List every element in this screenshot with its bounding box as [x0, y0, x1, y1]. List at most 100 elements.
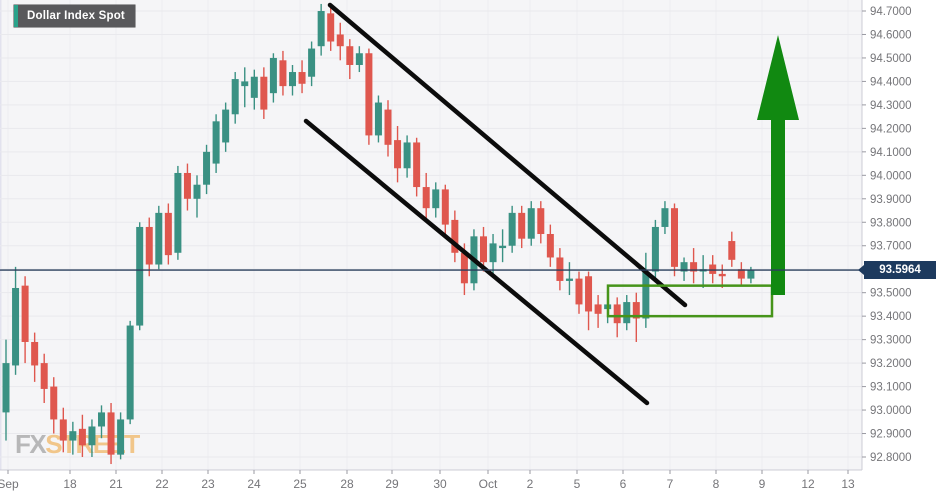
- candle-body: [164, 212, 172, 256]
- candle-body: [31, 341, 39, 366]
- candle-body: [737, 269, 745, 279]
- x-axis-label: 2: [527, 477, 534, 491]
- candle-body: [537, 208, 545, 234]
- candle-body: [78, 428, 86, 446]
- candle-body: [269, 57, 277, 94]
- candle-body: [250, 76, 258, 98]
- candle-body: [632, 302, 640, 319]
- candle-body: [308, 48, 316, 77]
- candle-body: [460, 252, 468, 284]
- candle-body: [298, 72, 306, 84]
- candle-body: [12, 287, 20, 366]
- x-axis-label: 28: [340, 477, 354, 491]
- upper-trendline[interactable]: [327, 2, 688, 308]
- grid-lines: [0, 10, 862, 458]
- last-price-value: 93.5964: [879, 264, 921, 276]
- candle-body: [432, 189, 440, 209]
- candle-body: [451, 219, 459, 253]
- candle-body: [575, 278, 583, 305]
- candle-body: [413, 142, 421, 188]
- x-axis-label: 23: [201, 477, 215, 491]
- candle-body: [2, 363, 10, 413]
- y-axis-label: 93.0000: [870, 405, 912, 417]
- y-axis-label: 94.7000: [870, 6, 912, 18]
- candle-body: [394, 140, 402, 169]
- x-axis-label: 7: [667, 477, 674, 491]
- candle-body: [145, 226, 153, 265]
- candle-body: [136, 226, 144, 326]
- candle-body: [374, 102, 382, 136]
- title-accent-bar: [14, 5, 18, 27]
- candle-body: [21, 285, 29, 342]
- candle-body: [422, 187, 430, 209]
- x-axis-label: Oct: [479, 477, 498, 491]
- candle-body: [241, 81, 249, 87]
- candle-body: [623, 302, 631, 324]
- candle-body: [728, 241, 736, 260]
- y-axis-label: 93.8000: [870, 217, 912, 229]
- x-axis-label: 25: [293, 477, 307, 491]
- candle-body: [441, 189, 449, 225]
- candle-body: [642, 271, 650, 319]
- candle-body: [365, 53, 373, 136]
- candle-body: [279, 60, 287, 87]
- lower-trendline[interactable]: [303, 118, 650, 406]
- bullish-up-arrow[interactable]: [757, 35, 799, 295]
- y-axis-label: 94.5000: [870, 53, 912, 65]
- candle-body: [183, 172, 191, 199]
- candle-body: [155, 212, 163, 265]
- candle-body: [747, 270, 755, 279]
- candle-body: [546, 234, 554, 258]
- y-axis-label: 93.7000: [870, 241, 912, 253]
- y-axis-label: 94.4000: [870, 76, 912, 88]
- support-box[interactable]: [606, 284, 774, 318]
- candle-body: [718, 273, 726, 277]
- candle-body: [107, 412, 115, 455]
- x-axis-label: 24: [247, 477, 261, 491]
- candle-body: [518, 212, 526, 239]
- candle-body: [222, 109, 230, 143]
- candle-body: [651, 226, 659, 272]
- candle-body: [527, 208, 535, 239]
- candle-body: [59, 419, 67, 441]
- x-axis-label: 18: [63, 477, 77, 491]
- x-axis-label: 29: [385, 477, 399, 491]
- candle-body: [671, 208, 678, 267]
- y-axis-label: 94.2000: [870, 123, 912, 135]
- candle-body: [69, 431, 77, 441]
- candle-body: [489, 243, 497, 263]
- y-axis-label: 93.1000: [870, 382, 912, 394]
- candle-body: [403, 142, 411, 169]
- candle-body: [680, 262, 688, 272]
- y-axis[interactable]: 92.8000 92.9000 93.0000 93.1000 93.2000 93.30…: [861, 0, 912, 470]
- y-axis-label: 94.6000: [870, 29, 912, 41]
- candle-body: [594, 304, 602, 314]
- x-axis-label: 9: [759, 477, 766, 491]
- last-price-badge: 93.5964: [858, 261, 936, 279]
- candle-body: [661, 208, 669, 227]
- annotations: [303, 2, 799, 406]
- candle-body: [260, 76, 268, 110]
- candle-body: [556, 257, 564, 281]
- x-axis[interactable]: Sep 18 21 22 23 24 25 28 29 30 Oct 2 5 6 7 8 9 12 13: [0, 469, 862, 491]
- candle-body: [480, 236, 487, 263]
- candle-body: [88, 426, 96, 446]
- candle-body: [327, 13, 335, 42]
- candle-body: [212, 121, 220, 164]
- y-axis-label: 92.9000: [870, 429, 912, 441]
- candles: [2, 3, 755, 465]
- candle-body: [384, 109, 392, 145]
- y-axis-label: 94.1000: [870, 147, 912, 159]
- candle-body: [499, 245, 507, 249]
- x-axis-label: 21: [109, 477, 123, 491]
- y-axis-label: 94.0000: [870, 170, 912, 182]
- x-axis-label: 22: [155, 477, 169, 491]
- x-axis-label: 13: [841, 477, 855, 491]
- candle-body: [709, 264, 717, 274]
- x-axis-label: 12: [801, 477, 815, 491]
- y-axis-label: 92.8000: [870, 452, 912, 464]
- candle-body: [355, 53, 363, 65]
- instrument-title: Dollar Index Spot: [27, 10, 125, 22]
